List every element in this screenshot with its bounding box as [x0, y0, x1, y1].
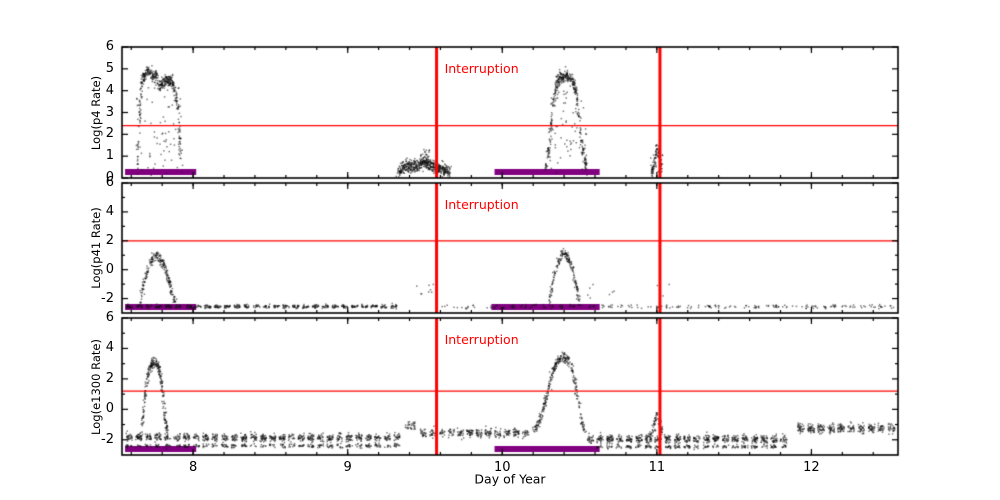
y-tick-label: 6 — [105, 310, 114, 325]
y-tick-label: 6 — [105, 39, 114, 54]
y-tick-label: 2 — [105, 126, 114, 142]
y-tick-label: 3 — [105, 104, 114, 120]
x-tick-label: 11 — [648, 460, 666, 475]
x-tick-label: 10 — [493, 460, 511, 475]
y-tick-label: 4 — [105, 203, 114, 219]
y-tick-label: 4 — [105, 82, 114, 98]
interruption-label: Interruption — [444, 197, 519, 212]
y-tick-label: 2 — [105, 232, 114, 248]
y-tick-label: 1 — [105, 148, 114, 164]
interruption-label: Interruption — [444, 332, 519, 347]
x-axis-label: Day of Year — [474, 471, 546, 487]
y-tick-label: 6 — [105, 175, 114, 190]
interruption-label: Interruption — [444, 61, 519, 76]
x-tick-label: 8 — [188, 460, 198, 475]
y-tick-label: 5 — [105, 60, 114, 76]
x-tick-label: 12 — [803, 460, 820, 475]
y-tick-label: 0 — [105, 401, 114, 417]
y-tick-label: 4 — [105, 340, 114, 356]
y-tick-label: 0 — [105, 170, 114, 185]
y-tick-label: 0 — [105, 261, 114, 277]
y-tick-label: 2 — [105, 370, 114, 386]
y-tick-label: -2 — [101, 290, 114, 306]
y-tick-label: -2 — [101, 431, 114, 447]
x-tick-label: 9 — [343, 460, 352, 475]
